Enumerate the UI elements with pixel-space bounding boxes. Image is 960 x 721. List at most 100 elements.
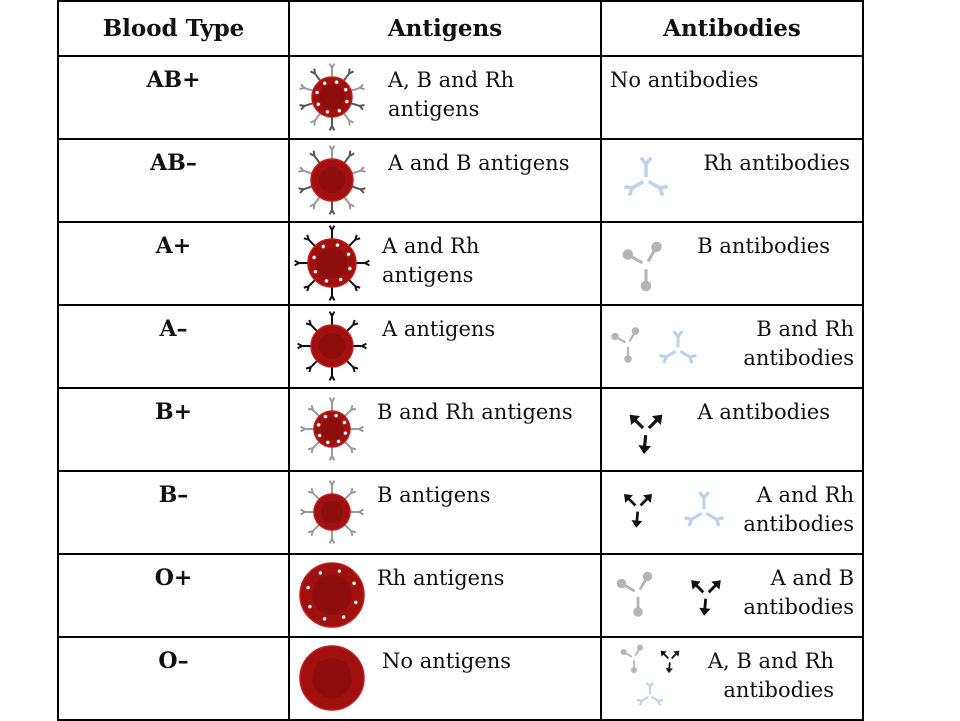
antigen-a-marker	[343, 150, 355, 164]
antibodies-text: A and B antibodies	[743, 564, 854, 622]
antigen-a-marker	[299, 102, 314, 111]
antigen-rh-marker	[322, 81, 327, 86]
antibodies-text: B and Rh antibodies	[743, 315, 854, 373]
table-row: AB+ A, B and Rh antigens No antibodies	[57, 55, 864, 140]
antibodies-cell: A, B and Rh antibodies	[600, 636, 864, 721]
text-line: A antigens	[382, 317, 496, 341]
blood-type-cell: O+	[57, 553, 290, 638]
blood-type-label: B+	[154, 399, 193, 425]
antibodies-cell: A and B antibodies	[600, 553, 864, 638]
antibody-a-icon	[623, 493, 653, 528]
antigen-rh-marker	[337, 108, 342, 113]
antibody-a-icon	[691, 580, 721, 616]
antigens-text: B antigens	[377, 481, 490, 510]
antibody-illustration	[616, 571, 721, 617]
text-line: No antigens	[382, 649, 512, 673]
blood-type-cell: AB+	[57, 55, 290, 140]
cell-center	[320, 417, 344, 441]
antigen-b-marker	[307, 441, 320, 454]
antigen-rh-marker	[324, 278, 329, 283]
antigen-a-marker	[348, 279, 361, 292]
antigens-text: A, B and Rh antigens	[388, 66, 514, 124]
antigen-rh-marker	[347, 266, 352, 271]
text-line: antibodies	[743, 512, 854, 536]
antigen-b-marker	[328, 145, 336, 159]
antigen-a-marker	[305, 319, 318, 332]
red-blood-cell-icon	[300, 480, 364, 544]
cell-center	[312, 658, 352, 698]
antigen-rh-marker	[321, 244, 326, 249]
antigen-rh-marker	[336, 439, 341, 444]
antibody-illustration	[611, 327, 697, 364]
antibodies-text: No antibodies	[610, 66, 758, 95]
antigen-illustration	[300, 480, 364, 544]
antigen-b-marker	[350, 425, 364, 433]
blood-type-cell: B+	[57, 387, 290, 472]
antigen-b-marker	[328, 530, 336, 544]
antigen-a-marker	[328, 287, 336, 301]
antigen-b-marker	[344, 441, 357, 454]
antigen-rh-marker	[312, 255, 317, 260]
red-blood-cell-icon	[300, 397, 364, 461]
antigen-rh-marker	[334, 80, 339, 85]
text-line: A, B and Rh	[388, 68, 515, 92]
text-line: A and B	[770, 566, 854, 590]
text-line: antibodies	[743, 346, 854, 370]
antigen-a-marker	[297, 342, 311, 350]
text-line: Rh antigens	[377, 566, 505, 590]
table-row: B– B antigens A and Rh antibodies	[57, 470, 864, 555]
antigen-rh-marker	[338, 277, 343, 282]
antibodies-cell: Rh antibodies	[600, 138, 864, 223]
antibodies-cell: A antibodies	[600, 387, 864, 472]
table-row: A+ A and Rh antigens B antibodies	[57, 221, 864, 306]
cell-center	[312, 575, 352, 615]
antigens-cell: B antigens	[288, 470, 602, 555]
red-blood-cell-icon	[297, 311, 367, 381]
text-line: A antibodies	[697, 400, 831, 424]
table-row: B+ B and Rh antigens A antibodies	[57, 387, 864, 472]
antigen-rh-marker	[318, 570, 323, 575]
antigen-a-marker	[348, 234, 361, 247]
antigen-b-marker	[328, 480, 336, 494]
text-line: A and Rh	[756, 483, 854, 507]
antigen-illustration	[299, 562, 365, 628]
antibody-illustration	[620, 644, 680, 706]
text-line: Rh antibodies	[703, 151, 850, 175]
header-blood-type: Blood Type	[57, 0, 290, 57]
antigen-a-marker	[353, 342, 367, 350]
antigen-a-marker	[328, 311, 336, 325]
antigen-b-marker	[300, 508, 314, 516]
antigen-b-marker	[328, 447, 336, 461]
antibody-illustration	[629, 414, 663, 455]
red-blood-cell-icon	[299, 562, 365, 628]
antibodies-cell: B and Rh antibodies	[600, 304, 864, 389]
antigen-a-marker	[346, 360, 359, 373]
antigen-b-marker	[328, 63, 336, 77]
antigen-rh-marker	[343, 431, 348, 436]
text-line: B antigens	[377, 483, 491, 507]
antibody-rh-icon	[684, 491, 724, 527]
text-line: antigens	[388, 97, 480, 121]
antigen-a-marker	[328, 117, 336, 131]
cell-center	[318, 166, 346, 194]
antigens-text: A and Rh antigens	[382, 232, 479, 290]
table-row: O– No antigens A, B and Rh antibodies	[57, 636, 864, 721]
table-row: AB– A and B antigens Rh antibodies	[57, 138, 864, 223]
antigens-text: Rh antigens	[377, 564, 504, 593]
text-line: No antibodies	[610, 68, 759, 92]
antigen-b-marker	[344, 524, 357, 537]
text-line: A and B antigens	[388, 151, 570, 175]
text-line: antibodies	[723, 678, 834, 702]
antigen-rh-marker	[352, 581, 357, 586]
blood-type-label: AB+	[146, 67, 201, 93]
antigen-rh-marker	[334, 413, 339, 418]
antigen-rh-marker	[322, 616, 327, 621]
antigen-a-marker	[328, 367, 336, 381]
text-line: antibodies	[743, 595, 854, 619]
antigen-a-marker	[310, 68, 322, 82]
blood-type-label: B–	[158, 482, 189, 508]
antigen-b-marker	[298, 166, 313, 175]
antigen-b-marker	[351, 166, 366, 175]
antibodies-cell: A and Rh antibodies	[600, 470, 864, 555]
blood-type-label: A–	[159, 316, 188, 342]
